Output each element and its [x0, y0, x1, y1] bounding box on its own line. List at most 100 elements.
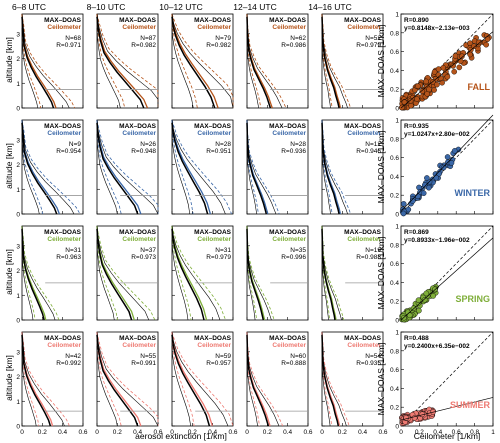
y-tick-label: 3 — [16, 31, 20, 38]
maxdoas-mean-line — [246, 16, 272, 109]
maxdoas-lower-line — [321, 28, 331, 109]
x-tick-label: 0.6 — [378, 429, 387, 436]
ceilometer-upper-line — [246, 13, 287, 109]
x-tick-label: 0.6 — [303, 429, 312, 436]
profile-axes-box — [246, 331, 309, 427]
maxdoas-lower-line — [96, 240, 115, 321]
maxdoas-upper-line — [321, 119, 348, 215]
scatter-y-label: MAX–DOAS [1/km] — [376, 25, 386, 98]
y-tick-label: 0 — [395, 318, 399, 325]
maxdoas-mean-line — [321, 334, 340, 427]
ceilometer-upper-line — [96, 13, 159, 108]
column-title: 14–16 UTC — [308, 2, 351, 12]
regression-line — [400, 397, 494, 421]
scatter-point — [452, 53, 459, 59]
maxdoas-upper-line — [96, 331, 159, 427]
legend-ceilometer: Ceilometer — [272, 236, 306, 243]
y-tick-label: 1 — [16, 187, 20, 194]
legend-maxdoas: MAX–DOAS — [44, 229, 82, 236]
legend-maxdoas: MAX–DOAS — [269, 229, 307, 236]
maxdoas-mean-line — [246, 228, 265, 321]
profile-y-label: altitude [km] — [4, 355, 14, 401]
x-tick-label: 0.4 — [133, 429, 142, 436]
maxdoas-mean-line — [321, 122, 340, 215]
panel-n-count: N=28 — [215, 141, 231, 148]
ceilometer-upper-line — [21, 225, 60, 321]
y-tick-label: 0 — [16, 106, 20, 113]
maxdoas-lower-line — [171, 346, 191, 427]
scatter-panel: 0 0.2 0.4 0.6 0.8 1 R=0.935y=1.0247x+2.80e−002… — [376, 114, 494, 219]
scatter-point — [456, 64, 463, 71]
ceilometer-upper-line — [96, 225, 156, 321]
legend-ceilometer: Ceilometer — [122, 236, 156, 243]
panel-r-value: R=0.991 — [131, 360, 156, 367]
profile-x-label: aerosol extinction [1/km] — [135, 431, 227, 441]
scatter-point — [431, 87, 437, 93]
one-to-one-line — [400, 13, 494, 109]
profile-y-label: altitude [km] — [4, 37, 14, 83]
y-tick-label: 0 — [16, 318, 20, 325]
column-titles: 6–8 UTC 8–10 UTC 10–12 UTC 12–14 UTC 14–… — [12, 2, 352, 12]
x-tick-label: 0.2 — [113, 429, 122, 436]
y-tick-label: 0.8 — [390, 242, 399, 249]
x-tick-label: 0.4 — [358, 429, 367, 436]
legend-ceilometer: Ceilometer — [272, 24, 306, 31]
scatter-fit-equation: y=0.8148x−2.13e−003 — [404, 25, 470, 32]
profile-axes-box — [321, 13, 384, 109]
maxdoas-lower-line — [21, 28, 39, 109]
panel-n-count: N=55 — [140, 353, 156, 360]
panel-n-count: N=54 — [365, 353, 381, 360]
panel-n-count: N=12 — [365, 141, 381, 148]
profile-axes-box — [246, 225, 309, 321]
maxdoas-upper-line — [246, 331, 280, 427]
profile-axes-box — [21, 225, 84, 321]
maxdoas-lower-line — [96, 28, 121, 109]
panel-n-count: N=52 — [365, 35, 381, 42]
profile-axes-box — [246, 13, 309, 109]
scatter-point — [444, 154, 451, 160]
y-tick-label: 1 — [16, 81, 20, 88]
ceilometer-upper-line — [246, 119, 280, 215]
y-tick-label: 0 — [16, 424, 20, 431]
profile-y-label: altitude [km] — [4, 143, 14, 189]
x-tick-label: 0.6 — [153, 429, 162, 436]
scatter-x-label: Ceilometer [1/km] — [414, 431, 481, 441]
ceilometer-upper-line — [246, 225, 275, 321]
y-tick-label: 3 — [16, 137, 20, 144]
legend-maxdoas: MAX–DOAS — [44, 123, 82, 130]
x-tick-label: 0 — [95, 429, 99, 436]
scatter-point — [433, 174, 440, 181]
legend-maxdoas: MAX–DOAS — [194, 123, 232, 130]
maxdoas-lower-line — [171, 134, 191, 215]
x-tick-label: 0.2 — [415, 429, 424, 436]
panel-n-count: N=35 — [290, 247, 306, 254]
scatter-point — [420, 190, 427, 196]
ceilometer-lower-line — [96, 124, 122, 215]
maxdoas-lower-line — [246, 28, 259, 109]
ceilometer-upper-line — [321, 225, 345, 321]
maxdoas-lower-line — [246, 346, 258, 427]
y-tick-label: 0.8 — [390, 136, 399, 143]
scatter-point — [416, 184, 422, 191]
profile-axes-box — [171, 331, 234, 427]
legend-ceilometer: Ceilometer — [197, 342, 231, 349]
scatter-fit-equation: y=1.0247x+2.80e−002 — [404, 131, 470, 138]
y-tick-label: 0 — [395, 212, 399, 219]
panel-r-value: R=0.948 — [131, 148, 156, 155]
x-tick-label: 0 — [399, 429, 403, 436]
maxdoas-upper-line — [171, 13, 234, 109]
scatter-point — [467, 40, 473, 47]
panel-r-value: R=0.957 — [206, 360, 231, 367]
ceilometer-upper-line — [171, 119, 232, 215]
y-tick-label: 0 — [395, 106, 399, 113]
x-tick-label: 0.4 — [208, 429, 217, 436]
maxdoas-mean-line — [321, 228, 336, 321]
ceilometer-upper-line — [171, 13, 234, 108]
panel-n-count: N=87 — [140, 35, 156, 42]
scatter-point — [409, 198, 416, 204]
